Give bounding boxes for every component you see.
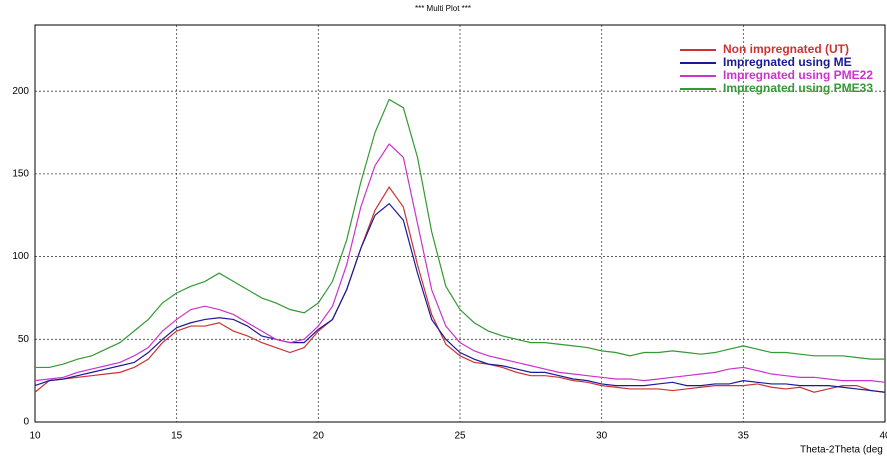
legend-label: Impregnated using ME xyxy=(723,55,852,69)
x-tick-label: 40 xyxy=(879,431,887,442)
chart-title: *** Multi Plot *** xyxy=(415,4,471,13)
x-tick-label: 25 xyxy=(454,431,466,442)
x-axis-label: Theta-2Theta (deg xyxy=(800,445,883,456)
plot-frame xyxy=(34,24,886,423)
y-tick-label: 150 xyxy=(12,169,29,180)
x-tick-label: 35 xyxy=(738,431,750,442)
y-tick-label: 200 xyxy=(12,86,29,97)
series-line xyxy=(34,143,886,383)
y-tick-label: 50 xyxy=(18,334,30,345)
x-tick-label: 20 xyxy=(313,431,325,442)
x-tick-label: 15 xyxy=(171,431,183,442)
series-line xyxy=(34,186,886,393)
y-tick-label: 100 xyxy=(12,251,29,262)
y-tick-label: 0 xyxy=(23,417,29,428)
legend-label: Non impregnated (UT) xyxy=(723,42,849,56)
legend-label: Impregnated using PME22 xyxy=(723,68,873,82)
x-tick-label: 30 xyxy=(596,431,608,442)
legend-label: Impregnated using PME33 xyxy=(723,81,873,95)
series-line xyxy=(34,202,886,393)
x-tick-label: 10 xyxy=(29,431,41,442)
series-line xyxy=(35,98,885,369)
